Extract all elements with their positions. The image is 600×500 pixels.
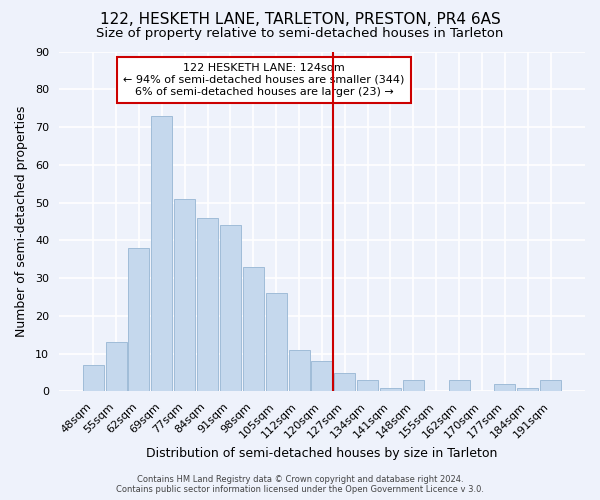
Text: 122 HESKETH LANE: 124sqm
← 94% of semi-detached houses are smaller (344)
6% of s: 122 HESKETH LANE: 124sqm ← 94% of semi-d… [124,64,405,96]
Bar [540,380,561,392]
Bar [106,342,127,392]
Bar [357,380,378,392]
Bar [220,225,241,392]
Bar [517,388,538,392]
Bar [174,199,195,392]
Bar [197,218,218,392]
Bar [128,248,149,392]
Bar [243,267,264,392]
Bar [449,380,470,392]
Bar [494,384,515,392]
Bar [289,350,310,392]
Bar [266,293,287,392]
Bar [83,365,104,392]
Bar [334,372,355,392]
Bar [311,361,332,392]
Y-axis label: Number of semi-detached properties: Number of semi-detached properties [15,106,28,337]
Bar [151,116,172,392]
Text: Size of property relative to semi-detached houses in Tarleton: Size of property relative to semi-detach… [97,28,503,40]
Text: Contains HM Land Registry data © Crown copyright and database right 2024.
Contai: Contains HM Land Registry data © Crown c… [116,474,484,494]
Text: 122, HESKETH LANE, TARLETON, PRESTON, PR4 6AS: 122, HESKETH LANE, TARLETON, PRESTON, PR… [100,12,500,28]
X-axis label: Distribution of semi-detached houses by size in Tarleton: Distribution of semi-detached houses by … [146,447,497,460]
Bar [380,388,401,392]
Bar [403,380,424,392]
